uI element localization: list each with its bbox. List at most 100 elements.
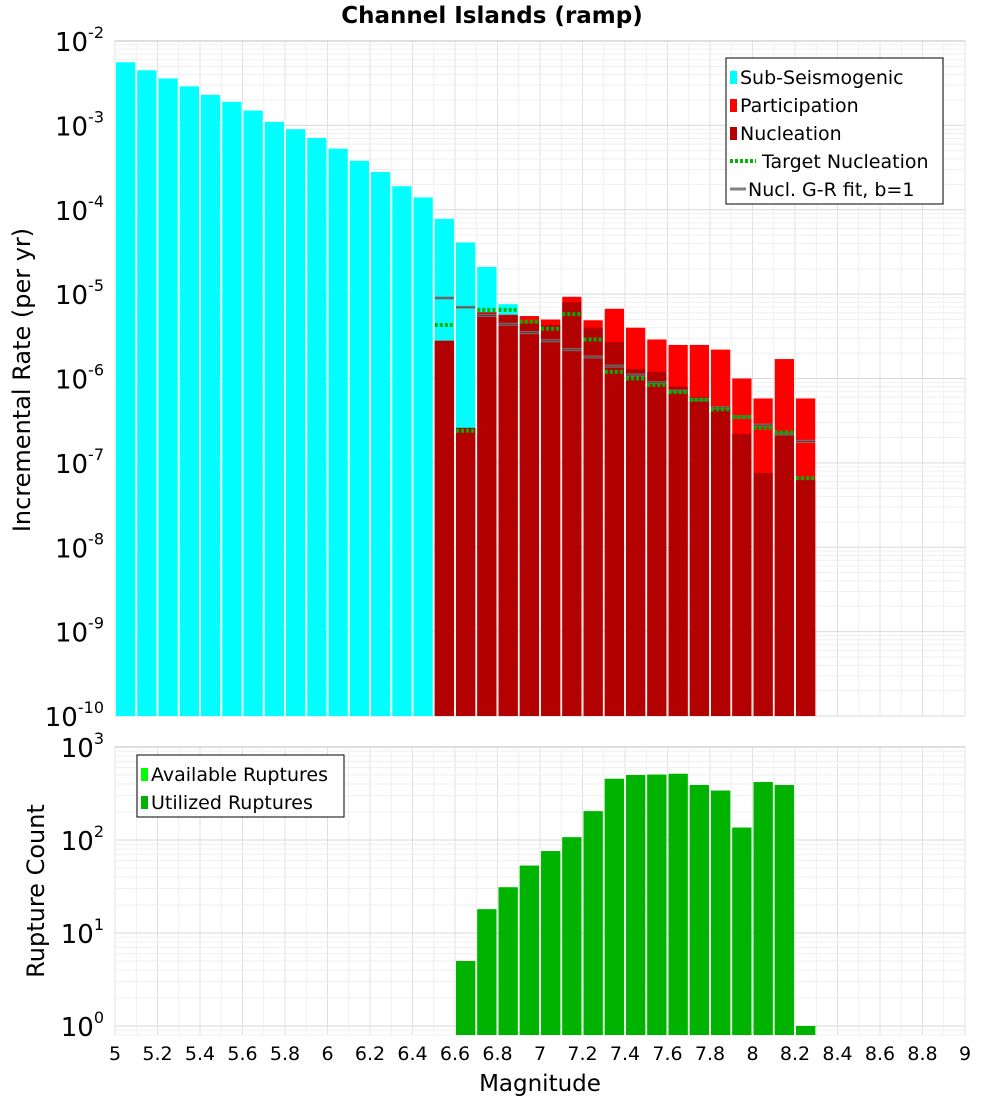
nucleation-bar [477,312,497,716]
sub-seismogenic-bar [286,129,306,717]
x-tick-label: 8.8 [907,1043,937,1065]
x-tick-label: 7.8 [695,1043,725,1065]
legend-label: Nucl. G-R fit, b=1 [748,179,914,201]
sub-seismogenic-bar [201,94,221,716]
nucleation-bar [583,327,603,716]
y-tick-label: 100 [61,1008,104,1043]
sub-seismogenic-bar [179,86,199,716]
sub-seismogenic-bar [222,101,242,716]
sub-seismogenic-bar [137,70,157,716]
sub-seismogenic-bar [371,172,391,716]
x-tick-label: 9 [959,1043,971,1065]
nucleation-bar [668,386,688,716]
top-legend: Sub-Seismogenic Participation Nucleation Ta… [725,57,944,205]
utilized-ruptures-bar [498,887,518,1035]
utilized-ruptures-bar [604,778,624,1035]
sub-seismogenic-bar [243,110,263,716]
legend-swatch [141,768,148,781]
nucleation-bar [796,479,816,716]
utilized-ruptures-bar [541,851,561,1035]
sub-seismogenic-bar [349,160,369,717]
bottom-bars [456,773,816,1035]
nucleation-bar [604,342,624,716]
x-tick-label: 8.4 [822,1043,852,1065]
nucleation-bar [519,323,539,716]
legend-label: Nucleation [740,123,842,145]
nucleation-bar [434,340,454,716]
x-tick-label: 6.8 [482,1043,512,1065]
legend-label: Target Nucleation [761,151,929,173]
sub-seismogenic-bar [392,186,412,716]
bottom-grid [114,747,966,1036]
utilized-ruptures-bar [774,785,794,1035]
legend-swatch [141,796,148,809]
utilized-ruptures-bar [711,790,731,1035]
x-tick-labels: 5 5.2 5.4 5.6 5.8 6 6.2 6.4 6.6 6.8 7 7.2 7.4 7.6 7.8 8… [109,1043,971,1065]
x-tick-label: 5.8 [270,1043,300,1065]
nucleation-bar [711,406,731,716]
y-tick-label: 10-9 [55,614,104,649]
utilized-ruptures-bar [456,960,476,1035]
top-bars [116,62,816,717]
utilized-ruptures-bar [732,827,752,1035]
y-tick-label: 10-8 [55,529,104,564]
x-axis-label: Magnitude [479,1071,601,1097]
top-y-tick-labels: 10-10 10-9 10-8 10-7 10-6 10-5 10-4 10-3 10-2 [45,23,104,733]
nucleation-bar [456,427,476,716]
utilized-ruptures-bar [477,909,497,1035]
sub-seismogenic-bar [307,137,327,717]
y-tick-label: 10-4 [55,192,104,227]
nucleation-bar [562,302,582,716]
top-lines [434,296,816,481]
sub-seismogenic-bar [413,197,433,717]
utilized-ruptures-bar [647,774,667,1035]
sub-seismogenic-bar [158,78,178,717]
legend-swatch [730,99,737,112]
utilized-ruptures-bar [583,811,603,1035]
y-tick-label: 10-5 [55,276,104,311]
bottom-legend: Available Ruptures Utilized Ruptures [136,754,345,818]
nucleation-bar [753,472,773,716]
x-tick-label: 7.2 [567,1043,597,1065]
sub-seismogenic-bar [264,121,284,716]
nucleation-bar [689,397,709,716]
bottom-y-tick-labels: 100 101 102 103 [61,729,104,1043]
nucleation-bar [498,315,518,716]
utilized-ruptures-bar [626,774,646,1035]
x-tick-label: 8.6 [865,1043,895,1065]
x-tick-label: 7 [534,1043,546,1065]
sub-seismogenic-bar [116,62,136,716]
nucleation-bar [774,432,794,716]
legend-label: Participation [740,95,859,117]
utilized-ruptures-bar [796,1025,816,1035]
x-tick-label: 8.2 [780,1043,810,1065]
y-tick-label: 102 [61,822,104,857]
legend-label: Available Ruptures [151,764,328,786]
nucleation-bar [647,371,667,716]
nucleation-bar [626,368,646,716]
y-tick-label: 10-10 [45,698,104,733]
top-plot: 10-10 10-9 10-8 10-7 10-6 10-5 10-4 10-3 10-2 In… [8,23,966,733]
y-tick-label: 101 [61,915,104,950]
bottom-y-axis-label: Rupture Count [22,804,50,978]
y-tick-label: 10-2 [55,23,104,58]
x-tick-label: 6.6 [440,1043,470,1065]
utilized-ruptures-bar [562,837,582,1035]
x-tick-label: 6.4 [397,1043,427,1065]
x-tick-label: 7.6 [652,1043,682,1065]
bottom-plot: 100 101 102 103 Rupture Count Available Rup… [22,729,971,1097]
utilized-ruptures-bar [519,865,539,1035]
x-tick-label: 5.4 [185,1043,215,1065]
x-tick-label: 5.6 [227,1043,257,1065]
x-tick-label: 6.2 [355,1043,385,1065]
x-tick-label: 8 [746,1043,758,1065]
x-tick-label: 7.4 [610,1043,640,1065]
y-tick-label: 103 [61,729,104,764]
top-y-axis-label: Incremental Rate (per yr) [8,228,36,532]
x-tick-label: 5 [109,1043,121,1065]
utilized-ruptures-bar [753,782,773,1035]
y-tick-label: 10-3 [55,107,104,142]
y-tick-label: 10-7 [55,445,104,480]
utilized-ruptures-bar [689,785,709,1035]
